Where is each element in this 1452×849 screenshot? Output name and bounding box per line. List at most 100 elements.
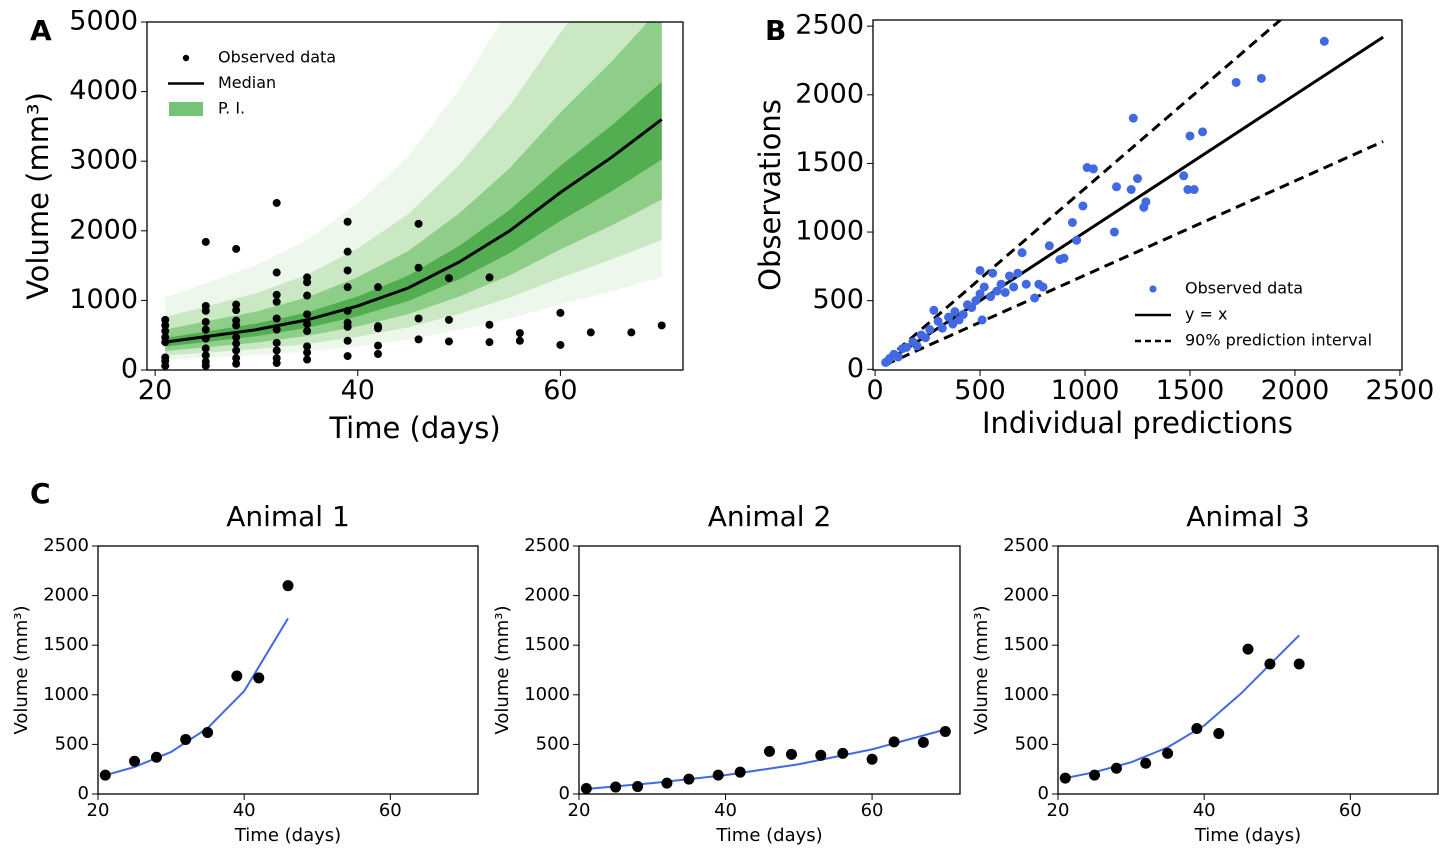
- point: [712, 769, 724, 781]
- point: [303, 291, 312, 300]
- y-tick-label: 500: [55, 733, 89, 754]
- point: [986, 292, 996, 302]
- point: [992, 286, 1002, 296]
- point: [272, 290, 281, 299]
- interval-line: [884, 20, 1283, 362]
- frame: [97, 545, 479, 795]
- point: [1133, 174, 1142, 184]
- point: [343, 283, 352, 292]
- point: [374, 341, 383, 350]
- point: [232, 359, 241, 368]
- point: [939, 726, 951, 738]
- point: [414, 314, 423, 323]
- plot-area: [161, 22, 666, 370]
- point: [485, 338, 494, 347]
- y-tick-label: 0: [121, 354, 138, 385]
- point: [1059, 772, 1071, 784]
- point: [161, 361, 170, 370]
- point: [1021, 279, 1031, 289]
- point: [764, 745, 775, 757]
- point: [950, 307, 960, 317]
- x-tick-label: 60: [379, 800, 402, 821]
- point: [303, 342, 312, 351]
- point: [632, 781, 644, 793]
- point: [1319, 36, 1329, 46]
- point: [912, 341, 922, 351]
- point: [580, 783, 592, 794]
- plot-area: [99, 580, 294, 781]
- frame: [146, 21, 684, 371]
- point: [444, 274, 453, 283]
- point: [343, 352, 352, 361]
- point: [977, 315, 987, 325]
- point: [303, 327, 312, 336]
- point: [1038, 282, 1048, 292]
- y-tick-label: 2500: [1003, 535, 1049, 556]
- point: [343, 336, 352, 345]
- point: [815, 749, 827, 761]
- point: [343, 306, 352, 315]
- legend-swatch: [169, 102, 203, 116]
- line: [165, 118, 663, 344]
- point: [661, 777, 673, 789]
- point: [272, 314, 281, 323]
- y-tick-label: 5000: [69, 6, 138, 37]
- legend-label: Observed data: [1185, 279, 1303, 298]
- point: [929, 305, 939, 315]
- x-tick-label: 40: [714, 800, 737, 821]
- point: [374, 283, 383, 292]
- y-tick-label: 2000: [524, 585, 570, 606]
- point: [180, 733, 192, 745]
- point: [1078, 201, 1088, 211]
- point: [967, 303, 977, 313]
- point: [1089, 769, 1101, 781]
- point: [161, 321, 170, 330]
- y-tick-label: 3000: [69, 145, 138, 176]
- point: [958, 309, 968, 319]
- point: [414, 219, 423, 228]
- point: [975, 289, 985, 299]
- y-axis-label: Observations: [753, 99, 787, 291]
- point: [1017, 248, 1027, 258]
- point: [1293, 658, 1305, 670]
- point: [734, 766, 746, 778]
- point: [272, 297, 281, 306]
- point: [988, 268, 998, 278]
- point: [272, 325, 281, 334]
- x-tick-label: 40: [1193, 800, 1216, 821]
- point: [150, 751, 162, 763]
- point: [232, 321, 241, 330]
- point: [1009, 282, 1019, 292]
- point: [556, 308, 565, 317]
- x-axis-label: Time (days): [234, 825, 341, 846]
- x-tick-label: 60: [861, 800, 884, 821]
- plot-area: [580, 726, 951, 794]
- x-tick-label: 60: [1339, 800, 1362, 821]
- point: [888, 736, 900, 748]
- point: [303, 278, 312, 287]
- y-tick-label: 2000: [795, 78, 864, 109]
- point: [1067, 217, 1077, 227]
- frame: [1057, 545, 1439, 795]
- point: [303, 310, 312, 319]
- y-tick-label: 500: [1015, 733, 1049, 754]
- point: [657, 321, 666, 330]
- point: [1189, 185, 1199, 195]
- point: [1030, 293, 1040, 303]
- point: [1004, 271, 1014, 281]
- point: [343, 266, 352, 275]
- legend-label: 90% prediction interval: [1185, 331, 1372, 350]
- point: [99, 769, 111, 781]
- y-tick-label: 0: [559, 783, 570, 804]
- chart-title: Animal 2: [708, 500, 832, 533]
- point: [1000, 287, 1010, 297]
- x-tick-label: 1000: [1051, 375, 1120, 406]
- x-tick-label: 500: [954, 375, 1006, 406]
- point: [129, 755, 141, 767]
- plot-area: [1059, 634, 1305, 784]
- y-tick-label: 1000: [1003, 684, 1049, 705]
- point: [1112, 182, 1122, 192]
- point: [272, 338, 281, 347]
- y-axis-label: Volume (mm³): [21, 92, 55, 300]
- point: [374, 324, 383, 333]
